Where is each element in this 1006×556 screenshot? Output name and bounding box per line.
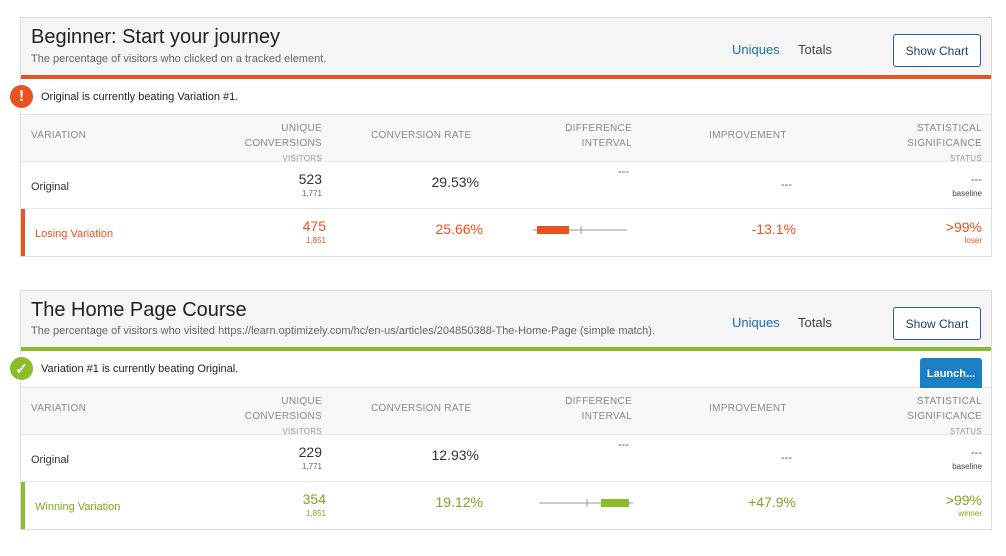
experiment-title: Beginner: Start your journey [31, 26, 281, 48]
show-chart-button[interactable]: Show Chart [893, 34, 981, 67]
variation-name[interactable]: Losing Variation [35, 228, 114, 240]
results-table-body: Original 229 1,771 12.93% --- --- --- ba… [21, 435, 991, 529]
unique-conversions: 354 1,851 [302, 491, 326, 518]
conversion-rate: 19.12% [435, 494, 483, 510]
improvement: -13.1% [751, 221, 796, 237]
improvement: --- [781, 179, 792, 191]
show-chart-button[interactable]: Show Chart [893, 307, 981, 340]
table-row-original: Original 523 1,771 29.53% --- --- --- ba… [21, 162, 991, 209]
conversion-rate: 25.66% [435, 221, 483, 237]
col-improvement: IMPROVEMENT [709, 130, 787, 141]
col-conversion-rate: CONVERSION RATE [371, 403, 472, 414]
col-difference-interval: DIFFERENCE INTERVAL [565, 123, 632, 149]
difference-interval-graphic [533, 223, 633, 242]
improvement: --- [781, 452, 792, 464]
status-strip [21, 75, 991, 79]
checkmark-icon: ✓ [8, 355, 35, 382]
interval-bar [533, 226, 627, 234]
experiment-subtitle: The percentage of visitors who clicked o… [31, 53, 327, 65]
interval-range [601, 499, 629, 507]
experiment-subtitle: The percentage of visitors who visited h… [31, 325, 656, 337]
results-table-header: VARIATION UNIQUE CONVERSIONS VISITORS CO… [21, 388, 991, 436]
col-statistical-significance: STATISTICAL SIGNIFICANCE STATUS [907, 396, 982, 436]
tab-totals[interactable]: Totals [798, 42, 832, 57]
col-unique-conversions: UNIQUE CONVERSIONS VISITORS [244, 123, 322, 163]
significance: --- baseline [952, 174, 982, 198]
conversion-rate: 12.93% [431, 447, 479, 463]
significance: >99% loser [945, 219, 982, 245]
difference-interval: --- [618, 439, 629, 451]
experiment-card-beginner: Beginner: Start your journey The percent… [8, 17, 992, 257]
results-table-body: Original 523 1,771 29.53% --- --- --- ba… [21, 162, 991, 256]
results-table-header: VARIATION UNIQUE CONVERSIONS VISITORS CO… [21, 115, 991, 163]
card-header: Beginner: Start your journey The percent… [21, 18, 991, 75]
alert-message: Variation #1 is currently beating Origin… [41, 363, 239, 375]
col-improvement: IMPROVEMENT [709, 403, 787, 414]
unique-conversions: 475 1,851 [302, 218, 326, 245]
variation-name: Original [31, 454, 69, 466]
experiment-title: The Home Page Course [31, 299, 247, 321]
unique-conversions: 229 1,771 [298, 444, 322, 471]
col-variation: VARIATION [31, 403, 87, 414]
unique-conversions: 523 1,771 [298, 171, 322, 198]
alert-message: Original is currently beating Variation … [41, 91, 239, 103]
col-unique-conversions: UNIQUE CONVERSIONS VISITORS [244, 396, 322, 436]
variation-name: Original [31, 181, 69, 193]
card-header: The Home Page Course The percentage of v… [21, 291, 991, 347]
difference-interval: --- [618, 166, 629, 178]
interval-bar [539, 499, 633, 507]
launch-button[interactable]: Launch... [920, 358, 982, 390]
tab-totals[interactable]: Totals [798, 315, 832, 330]
improvement: +47.9% [748, 494, 796, 510]
table-row-winning-variation: Winning Variation 354 1,851 19.12% +47.9… [21, 482, 991, 529]
col-difference-interval: DIFFERENCE INTERVAL [565, 396, 632, 422]
tab-uniques[interactable]: Uniques [732, 315, 780, 330]
conversion-rate: 29.53% [431, 174, 479, 190]
alert-bar: ✓ Variation #1 is currently beating Orig… [8, 351, 991, 390]
alert-bar: ! Original is currently beating Variatio… [8, 79, 991, 115]
difference-interval-graphic [539, 496, 639, 515]
table-row-original: Original 229 1,771 12.93% --- --- --- ba… [21, 435, 991, 482]
interval-range [537, 226, 569, 234]
experiment-card-home-page: The Home Page Course The percentage of v… [8, 290, 992, 530]
col-conversion-rate: CONVERSION RATE [371, 130, 472, 141]
col-variation: VARIATION [31, 130, 87, 141]
significance: >99% winner [945, 492, 982, 518]
significance: --- baseline [952, 447, 982, 471]
table-row-losing-variation: Losing Variation 475 1,851 25.66% -13.1%… [21, 209, 991, 256]
variation-name[interactable]: Winning Variation [35, 501, 121, 513]
tab-uniques[interactable]: Uniques [732, 42, 780, 57]
col-statistical-significance: STATISTICAL SIGNIFICANCE STATUS [907, 123, 982, 163]
exclamation-icon: ! [8, 83, 35, 110]
status-strip [21, 347, 991, 351]
